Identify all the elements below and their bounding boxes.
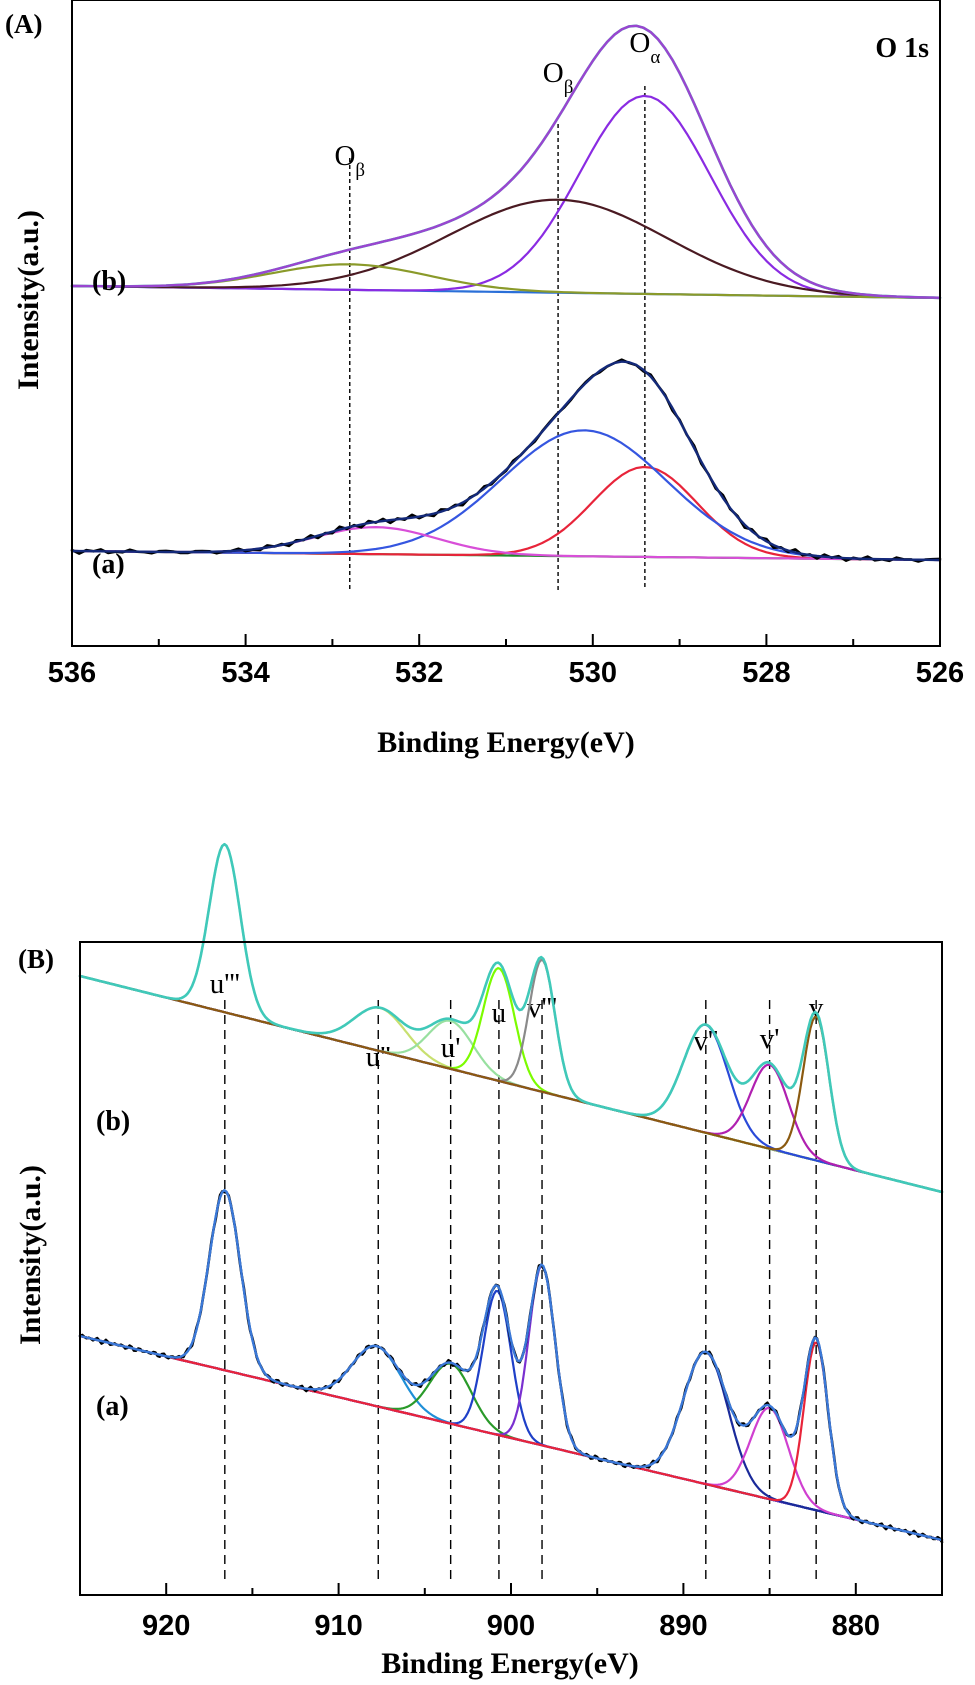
panel-a-sample-b-label: (b) xyxy=(92,266,126,297)
fit-envelope-curve xyxy=(70,360,942,562)
panel-b-y-axis-label: Intensity(a.u.) xyxy=(14,1165,47,1345)
panel-b-x-tick-label: 890 xyxy=(659,1610,707,1642)
panel-a-x-tick-label: 526 xyxy=(916,657,964,689)
peak-marker-label: Oα xyxy=(629,27,660,68)
panel-b-plot-frame xyxy=(79,941,943,1596)
panel-a-x-tick-label: 534 xyxy=(221,657,269,689)
fit-component xyxy=(78,974,944,1194)
fit-envelope-curve xyxy=(70,24,942,299)
panel-b-x-tick-label: 880 xyxy=(832,1610,880,1642)
panel-b-curves xyxy=(78,842,944,1544)
panel-b-x-tick-label: 910 xyxy=(314,1610,362,1642)
panel-b-x-ticks: 920 910 900 890 880 xyxy=(142,1583,880,1642)
panel-b-x-tick-label: 920 xyxy=(142,1610,190,1642)
panel-a-x-tick-label: 532 xyxy=(395,657,443,689)
fit-component xyxy=(78,1334,944,1542)
peak-marker-label: Oβ xyxy=(543,57,574,98)
envelope-curve xyxy=(70,24,942,300)
panel-b-sample-a-label: (a) xyxy=(96,1391,129,1422)
panel-a-x-tick-label: 530 xyxy=(569,657,617,689)
panel-a-label: (A) xyxy=(5,9,42,39)
envelope-curve xyxy=(78,842,944,1194)
panel-b-x-axis-label: Binding Energy(eV) xyxy=(381,1647,639,1680)
peak-marker-label: u' xyxy=(441,1032,461,1064)
panel-a-x-tick-label: 528 xyxy=(742,657,790,689)
panel-a-x-tick-label: 536 xyxy=(48,657,96,689)
panel-a-curves xyxy=(70,24,942,563)
fit-component xyxy=(78,1264,944,1542)
peak-marker-label: u xyxy=(492,997,507,1029)
panel-a-peak-guides xyxy=(349,86,646,590)
panel-a-peak-markers: Oβ Oβ Oα xyxy=(334,27,660,181)
panel-b-x-tick-label: 900 xyxy=(487,1610,535,1642)
panel-b: (B) u'''u'' u'u v'''v'' v'v 920 910 900 890 880… xyxy=(14,842,944,1680)
peak-marker-label: Oβ xyxy=(334,140,365,181)
peak-marker-label: u''' xyxy=(210,968,240,1000)
fit-component xyxy=(70,429,942,562)
panel-a-x-axis-label: Binding Energy(eV) xyxy=(377,726,635,759)
fit-component xyxy=(70,465,942,562)
panel-a: (A) O 1s Oβ Oβ Oα 536 534 532 530 528 526 (b) (… xyxy=(5,0,964,759)
panel-b-sample-b-label: (b) xyxy=(96,1106,130,1137)
fit-envelope-curve xyxy=(78,1189,944,1542)
panel-a-sample-a-label: (a) xyxy=(92,549,125,580)
fit-component xyxy=(70,94,942,300)
fit-component xyxy=(70,198,942,299)
panel-a-y-axis-label: Intensity(a.u.) xyxy=(12,210,45,390)
peak-marker-label: v' xyxy=(760,1023,780,1055)
panel-b-peak-markers: u'''u'' u'u v'''v'' v'v xyxy=(210,968,824,1073)
fit-component xyxy=(78,1189,944,1542)
peak-marker-label: u'' xyxy=(366,1041,391,1073)
panel-a-x-ticks: 536 534 532 530 528 526 xyxy=(48,634,964,689)
panel-b-label: (B) xyxy=(18,944,54,974)
panel-a-plot-frame xyxy=(71,0,941,647)
panel-a-corner-label: O 1s xyxy=(875,33,929,64)
envelope-curve xyxy=(70,358,942,563)
